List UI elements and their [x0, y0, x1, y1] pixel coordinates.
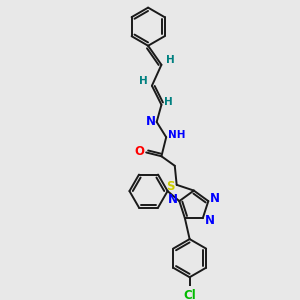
Text: N: N [146, 115, 156, 128]
Text: H: H [164, 97, 172, 107]
Text: O: O [134, 145, 145, 158]
Text: H: H [166, 55, 174, 65]
Text: N: N [168, 193, 178, 206]
Text: NH: NH [168, 130, 185, 140]
Text: Cl: Cl [183, 289, 196, 300]
Text: N: N [205, 214, 214, 226]
Text: N: N [210, 192, 220, 205]
Text: H: H [139, 76, 148, 86]
Text: S: S [166, 180, 174, 193]
